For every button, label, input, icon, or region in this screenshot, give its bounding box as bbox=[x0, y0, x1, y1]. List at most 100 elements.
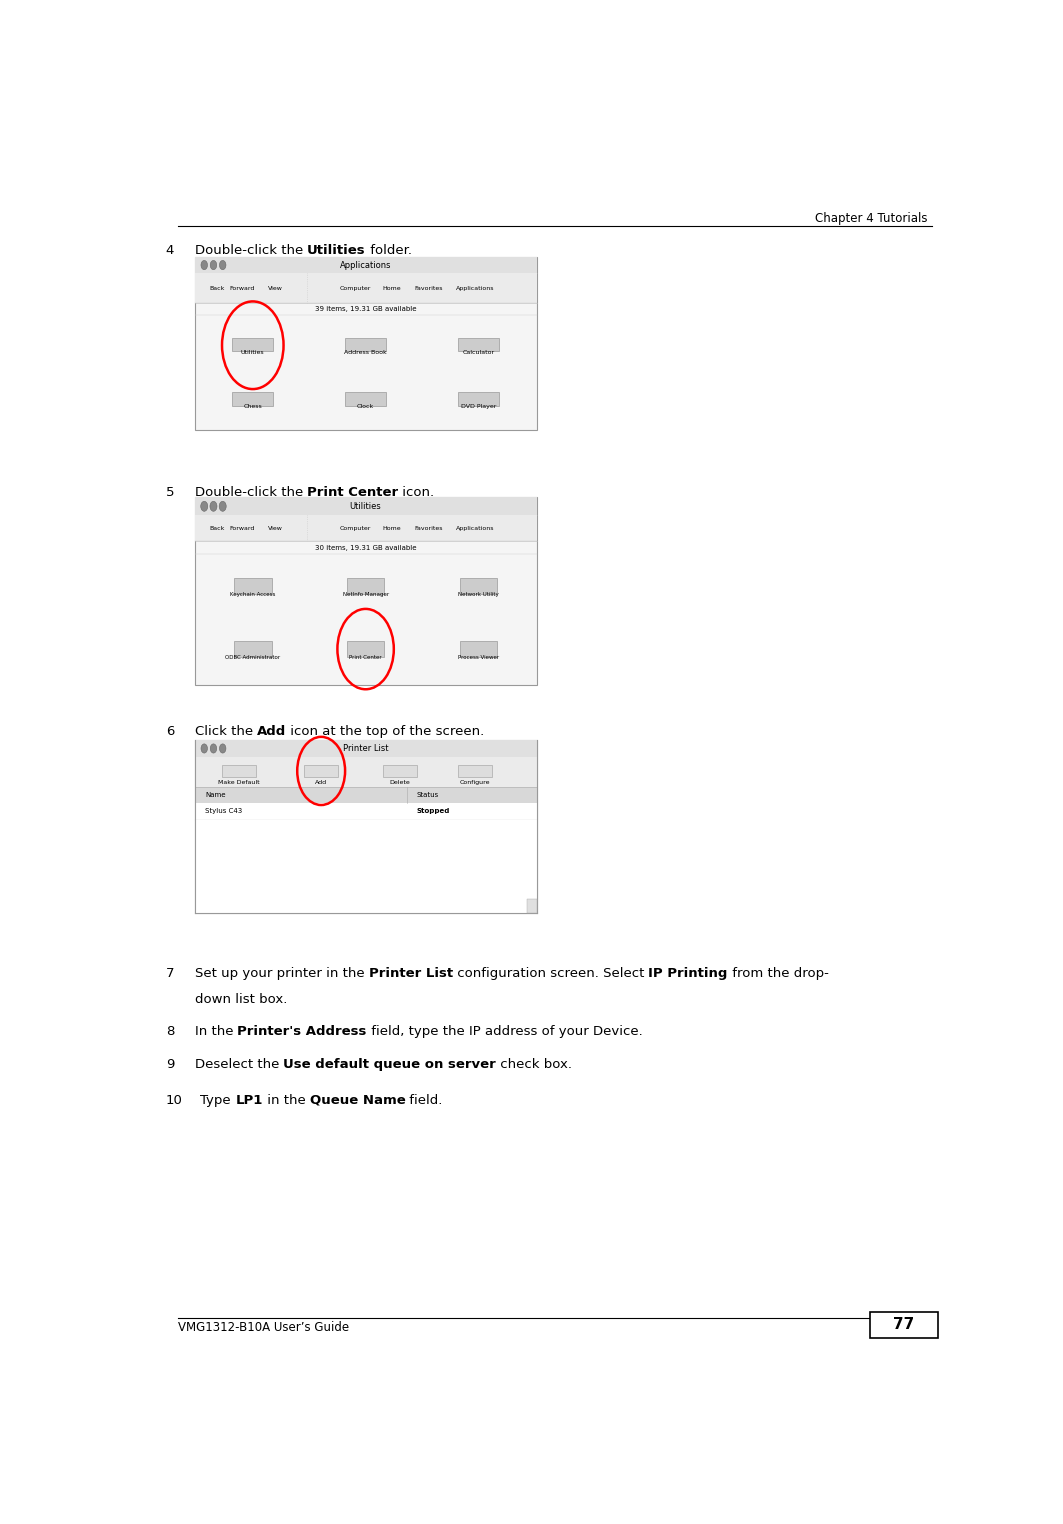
Circle shape bbox=[219, 501, 226, 511]
Circle shape bbox=[210, 744, 217, 753]
Text: Home: Home bbox=[382, 285, 401, 291]
Bar bbox=[195, 497, 537, 515]
Text: ODBC Administrator: ODBC Administrator bbox=[225, 655, 281, 660]
Text: down list box.: down list box. bbox=[195, 992, 287, 1006]
Bar bbox=[234, 578, 271, 594]
Text: 6: 6 bbox=[166, 725, 174, 738]
Text: Address Book: Address Book bbox=[344, 351, 387, 355]
Text: icon.: icon. bbox=[399, 486, 435, 498]
Text: Chess: Chess bbox=[243, 404, 263, 410]
Text: Forward: Forward bbox=[230, 285, 255, 291]
FancyBboxPatch shape bbox=[871, 1312, 938, 1338]
Bar bbox=[526, 899, 537, 913]
Bar bbox=[458, 765, 492, 777]
Text: Name: Name bbox=[205, 792, 225, 799]
Bar bbox=[195, 741, 537, 913]
Text: 5: 5 bbox=[166, 486, 174, 498]
Text: 77: 77 bbox=[893, 1317, 914, 1332]
Bar bbox=[195, 741, 537, 757]
Text: 8: 8 bbox=[166, 1026, 174, 1038]
Text: LP1: LP1 bbox=[235, 1094, 263, 1106]
Circle shape bbox=[201, 261, 207, 270]
Text: 39 items, 19.31 GB available: 39 items, 19.31 GB available bbox=[315, 306, 417, 312]
Text: Print Center: Print Center bbox=[307, 486, 399, 498]
Bar bbox=[195, 757, 537, 786]
Bar bbox=[195, 515, 537, 541]
Text: Network Utility: Network Utility bbox=[458, 593, 499, 597]
Text: Utilities: Utilities bbox=[350, 501, 382, 511]
Text: Add: Add bbox=[315, 780, 327, 785]
Text: 10: 10 bbox=[166, 1094, 183, 1106]
Text: Computer: Computer bbox=[340, 526, 371, 530]
Bar bbox=[459, 578, 497, 594]
Circle shape bbox=[210, 261, 217, 270]
Text: Keychain Access: Keychain Access bbox=[230, 593, 275, 597]
Bar bbox=[347, 578, 385, 594]
Bar bbox=[195, 258, 537, 430]
Text: 30 items, 19.31 GB available: 30 items, 19.31 GB available bbox=[315, 544, 417, 550]
Text: Click the: Click the bbox=[195, 725, 257, 738]
Text: in the: in the bbox=[263, 1094, 309, 1106]
Text: In the: In the bbox=[195, 1026, 237, 1038]
Text: Calculator: Calculator bbox=[462, 351, 494, 355]
Text: Stylus C43: Stylus C43 bbox=[205, 808, 242, 814]
Bar bbox=[234, 642, 271, 657]
Text: View: View bbox=[268, 285, 283, 291]
Text: Status: Status bbox=[417, 792, 439, 799]
Text: VMG1312-B10A User’s Guide: VMG1312-B10A User’s Guide bbox=[179, 1321, 350, 1334]
Text: Home: Home bbox=[382, 526, 401, 530]
Text: field.: field. bbox=[405, 1094, 443, 1106]
Circle shape bbox=[201, 501, 207, 511]
Bar bbox=[233, 392, 273, 405]
Text: Applications: Applications bbox=[340, 261, 391, 270]
Text: folder.: folder. bbox=[366, 244, 411, 258]
Text: Applications: Applications bbox=[456, 526, 494, 530]
Text: Forward: Forward bbox=[230, 526, 255, 530]
Text: Printer List: Printer List bbox=[369, 966, 453, 980]
Text: Add: Add bbox=[257, 725, 286, 738]
Text: Favorites: Favorites bbox=[415, 285, 443, 291]
Bar bbox=[195, 258, 537, 273]
Circle shape bbox=[210, 501, 217, 511]
Text: Utilities: Utilities bbox=[307, 244, 366, 258]
Text: Back: Back bbox=[209, 526, 224, 530]
Text: NetInfo Manager: NetInfo Manager bbox=[342, 593, 389, 597]
Bar bbox=[345, 392, 386, 405]
Text: Applications: Applications bbox=[456, 285, 494, 291]
Bar bbox=[195, 497, 537, 686]
Text: Clock: Clock bbox=[357, 404, 374, 410]
Bar bbox=[383, 765, 417, 777]
Text: Process Viewer: Process Viewer bbox=[458, 655, 499, 660]
Text: 4: 4 bbox=[166, 244, 174, 258]
Bar bbox=[195, 820, 537, 913]
Text: DVD Player: DVD Player bbox=[460, 404, 496, 410]
Bar bbox=[458, 338, 499, 352]
Text: Utilities: Utilities bbox=[241, 351, 265, 355]
Text: icon at the top of the screen.: icon at the top of the screen. bbox=[286, 725, 485, 738]
Text: Make Default: Make Default bbox=[218, 780, 260, 785]
Text: Set up your printer in the: Set up your printer in the bbox=[195, 966, 369, 980]
Text: Deselect the: Deselect the bbox=[195, 1058, 283, 1071]
Text: Computer: Computer bbox=[340, 285, 371, 291]
Bar bbox=[459, 642, 497, 657]
Text: field, type the IP address of your Device.: field, type the IP address of your Devic… bbox=[367, 1026, 642, 1038]
Circle shape bbox=[219, 744, 226, 753]
Circle shape bbox=[219, 261, 226, 270]
Bar bbox=[345, 338, 386, 352]
Bar bbox=[222, 765, 256, 777]
Text: Print Center: Print Center bbox=[350, 655, 382, 660]
Text: check box.: check box. bbox=[496, 1058, 572, 1071]
Bar bbox=[195, 803, 537, 820]
Bar bbox=[458, 392, 499, 405]
Text: IP Printing: IP Printing bbox=[648, 966, 728, 980]
Text: Printer List: Printer List bbox=[343, 744, 388, 753]
Text: Double-click the: Double-click the bbox=[195, 486, 307, 498]
Text: Queue Name: Queue Name bbox=[309, 1094, 405, 1106]
Text: Configure: Configure bbox=[460, 780, 490, 785]
Text: 9: 9 bbox=[166, 1058, 174, 1071]
Text: Double-click the: Double-click the bbox=[195, 244, 307, 258]
Bar bbox=[304, 765, 338, 777]
Circle shape bbox=[201, 744, 207, 753]
Text: configuration screen. Select: configuration screen. Select bbox=[453, 966, 648, 980]
Text: Delete: Delete bbox=[389, 780, 410, 785]
